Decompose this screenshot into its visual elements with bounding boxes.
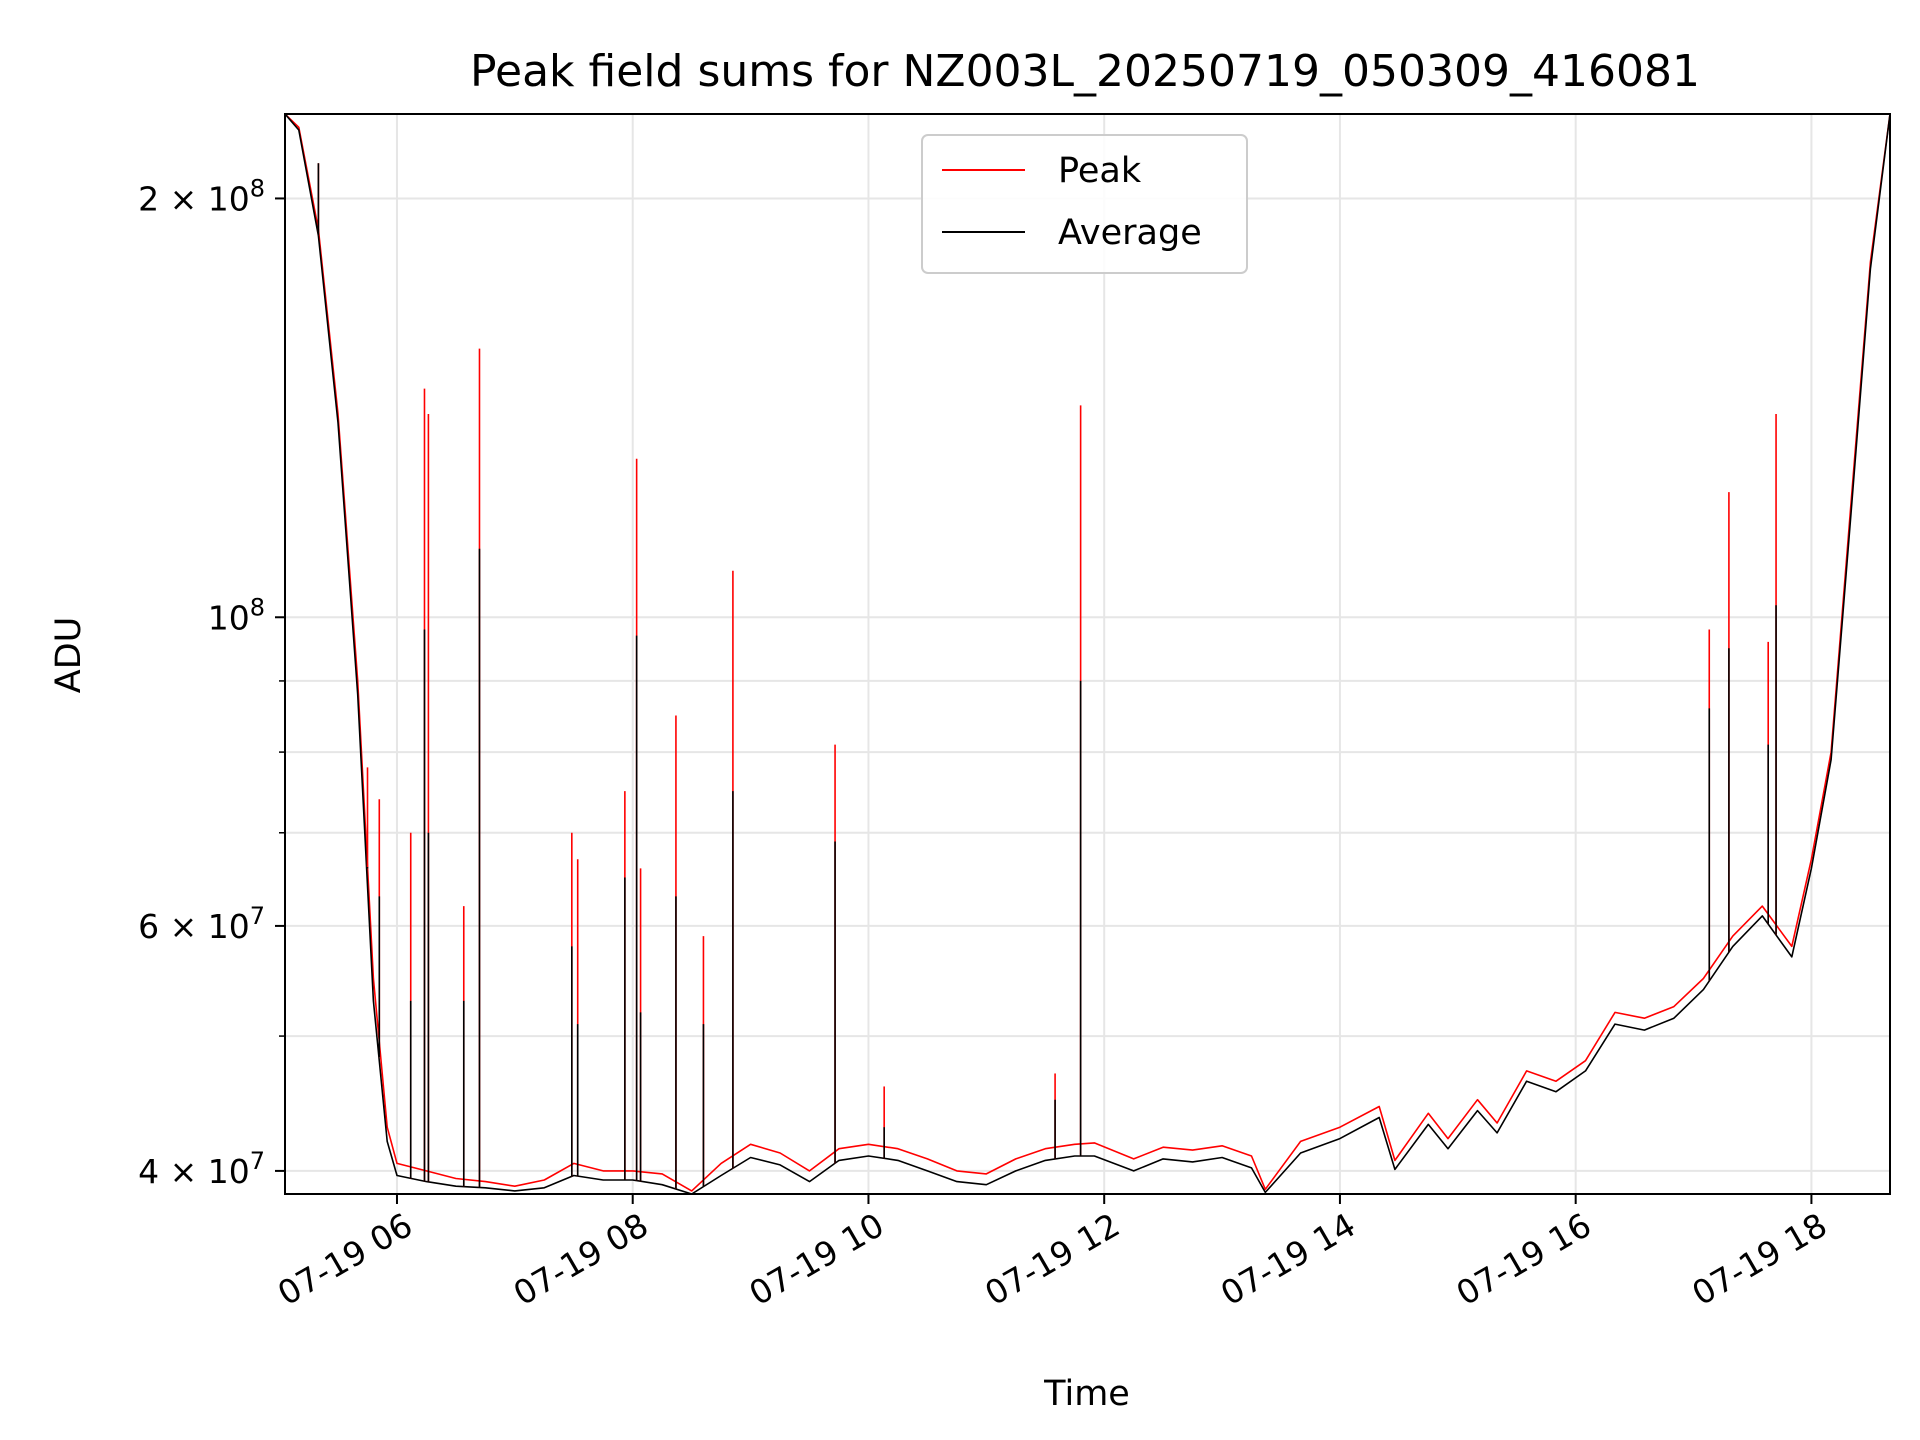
- series-line-peak: [285, 114, 1890, 1192]
- chart-title: Peak field sums for NZ003L_20250719_0503…: [470, 46, 1700, 97]
- x-axis-label: Time: [1043, 1374, 1130, 1414]
- plot-frame: [284, 113, 1891, 1195]
- series-line-average: [285, 114, 1890, 1194]
- y-axis-label: ADU: [49, 617, 89, 694]
- y-tick-label: 2 × 108: [138, 174, 265, 218]
- y-tick-label: 6 × 107: [138, 902, 265, 946]
- legend-label-peak: Peak: [1058, 151, 1142, 191]
- y-tick-label: 108: [208, 593, 265, 637]
- legend-label-average: Average: [1058, 213, 1202, 253]
- series-layer: [285, 114, 1890, 1194]
- legend: Peak Average: [921, 134, 1248, 274]
- y-tick-label: 4 × 107: [138, 1147, 265, 1191]
